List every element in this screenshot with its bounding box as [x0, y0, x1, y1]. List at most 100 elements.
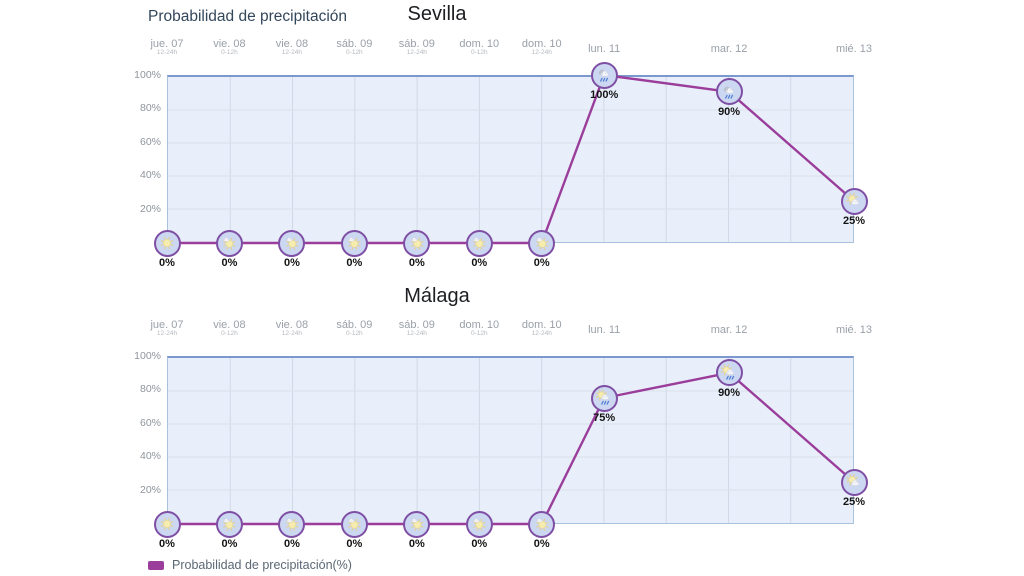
x-axis-tick-label: sáb. 09 [336, 38, 373, 50]
point-value-label: 75% [593, 412, 616, 424]
point-value-label: 90% [718, 105, 741, 118]
sun-cloud-icon [286, 518, 299, 531]
weather-marker[interactable] [528, 229, 556, 257]
weather-marker[interactable] [715, 359, 743, 387]
gridlines [168, 77, 853, 242]
y-axis-tick-label: 0 [101, 237, 161, 249]
x-axis-tick-sublabel: 12-24h [281, 49, 303, 56]
weather-marker[interactable] [590, 61, 618, 89]
sun-cloud-icon [411, 518, 424, 531]
x-axis-tick-label: vie. 08 [275, 319, 309, 331]
sun-cloud-icon [223, 237, 236, 250]
x-axis-tick-label: sáb. 09 [398, 319, 435, 331]
weather-marker[interactable] [590, 384, 618, 412]
weather-marker[interactable] [465, 229, 493, 257]
weather-marker[interactable] [340, 510, 368, 538]
sun-icon [160, 517, 174, 531]
rain-icon [723, 86, 734, 99]
x-axis-tick-sublabel: 12-24h [156, 49, 178, 56]
page-title: Probabilidad de precipitación [148, 8, 348, 25]
point-value-label: 0% [283, 257, 300, 269]
weather-marker[interactable] [403, 510, 431, 538]
point-value-label: 0% [159, 257, 175, 269]
sun-cloud-icon [535, 237, 549, 250]
point-value-label: 0% [533, 257, 550, 269]
y-axis-tick-label: 20% [139, 202, 161, 215]
x-axis-tick-sublabel: 0-12h [470, 330, 488, 337]
x-axis-tick-sublabel: 0-12h [221, 49, 238, 56]
sun-cloud-icon [223, 518, 236, 531]
weather-marker[interactable] [215, 229, 243, 257]
x-axis-tick-label: dom. 10 [521, 319, 562, 331]
point-value-label: 0% [221, 538, 238, 550]
x-axis-tick-label: jue. 07 [150, 38, 184, 50]
weather-marker[interactable] [403, 229, 431, 257]
x-axis-tick-sublabel: 12-24h [281, 330, 303, 337]
y-axis-tick-label: 20% [139, 483, 161, 496]
point-value-label: 25% [842, 215, 866, 227]
point-value-label: 0% [159, 538, 175, 550]
weather-marker[interactable] [840, 468, 868, 496]
x-axis-tick-label: sáb. 09 [398, 38, 435, 50]
y-axis-tick-label: 40% [139, 450, 161, 463]
sun-cloud-icon [535, 518, 549, 531]
weather-marker[interactable] [715, 78, 743, 106]
sun-cloud-icon [411, 237, 424, 250]
legend-label: Probabilidad de precipitación(%) [172, 558, 352, 572]
x-axis-tick-sublabel: 12-24h [156, 330, 178, 337]
x-axis-tick-label: mar. 12 [710, 324, 748, 336]
x-axis-tick-sublabel: 0-12h [346, 330, 363, 337]
sun-rain-icon [595, 389, 610, 405]
x-axis-tick-sublabel: 0-12h [221, 330, 238, 337]
x-axis-tick-sublabel: 12-24h [531, 49, 552, 56]
x-axis-tick-label: mié. 13 [835, 324, 873, 336]
x-axis-tick-label: jue. 07 [150, 319, 184, 331]
y-axis-tick-label: 0 [101, 518, 161, 530]
x-axis-tick-sublabel: 12-24h [406, 49, 427, 56]
weather-marker[interactable] [153, 229, 181, 257]
x-axis-tick-label: dom. 10 [521, 38, 562, 50]
weather-marker[interactable] [340, 229, 368, 257]
x-axis-tick-label: vie. 08 [213, 319, 246, 331]
x-axis-tick-label: lun. 11 [588, 43, 621, 55]
y-axis-tick-label: 40% [139, 169, 161, 182]
weather-marker[interactable] [153, 510, 181, 538]
weather-marker[interactable] [278, 510, 306, 538]
x-axis-tick-label: vie. 08 [213, 38, 246, 50]
weather-marker[interactable] [528, 510, 556, 538]
x-axis-tick-label: dom. 10 [459, 319, 500, 331]
x-axis-tick-label: mié. 13 [835, 43, 873, 55]
x-axis-tick-label: vie. 08 [275, 38, 309, 50]
point-value-label: 0% [283, 538, 300, 550]
y-axis-tick-label: 100% [134, 349, 161, 362]
weather-marker[interactable] [278, 229, 306, 257]
chart-title: Sevilla [407, 3, 467, 25]
y-axis-tick-label: 100% [134, 68, 161, 81]
plot-area [167, 75, 854, 243]
point-value-label: 90% [718, 386, 741, 399]
point-value-label: 0% [533, 538, 550, 550]
weather-marker[interactable] [840, 187, 868, 215]
legend: Probabilidad de precipitación(%) [148, 558, 352, 572]
rain-icon [598, 69, 609, 82]
weather-marker[interactable] [215, 510, 243, 538]
weather-marker[interactable] [465, 510, 493, 538]
y-axis-tick-label: 80% [139, 102, 161, 115]
chart-title: Málaga [404, 285, 470, 307]
sun-cloud-icon [473, 518, 486, 531]
sun-cloud-icon [286, 237, 299, 250]
y-axis-tick-label: 60% [139, 416, 161, 429]
point-value-label: 0% [471, 538, 488, 550]
x-axis-tick-label: sáb. 09 [336, 319, 373, 331]
sun-cloud-icon [348, 518, 361, 531]
point-value-label: 0% [408, 538, 425, 550]
x-axis-tick-sublabel: 0-12h [470, 49, 488, 56]
point-value-label: 0% [471, 257, 488, 269]
sun-cloud-icon [348, 237, 361, 250]
x-axis-tick-label: mar. 12 [710, 43, 748, 55]
